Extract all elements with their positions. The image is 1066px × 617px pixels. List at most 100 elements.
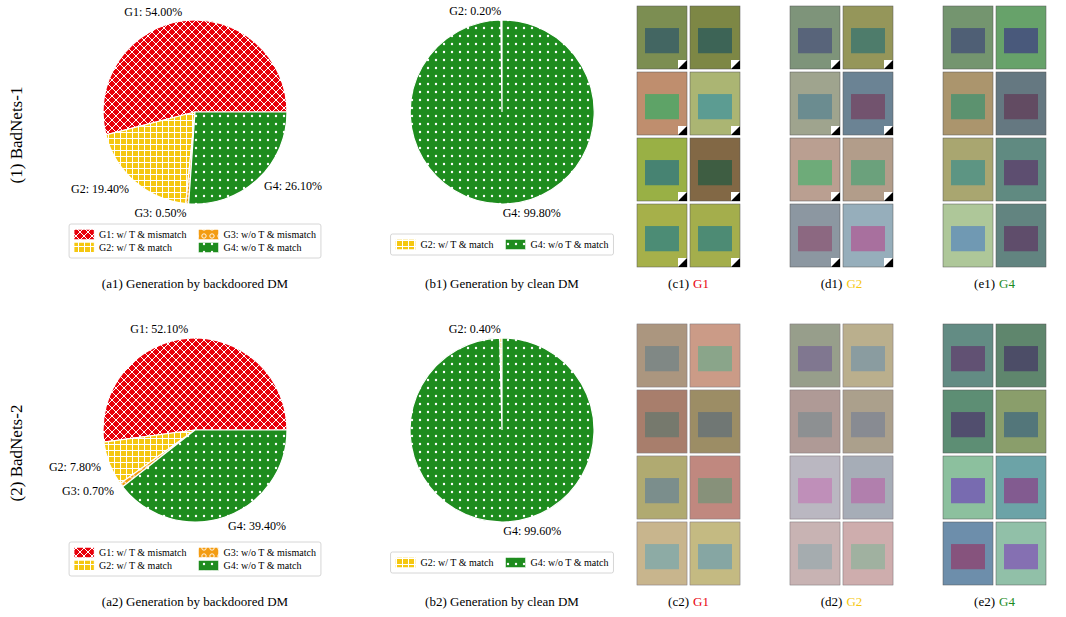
image-tile [996, 138, 1046, 201]
legend-label: G4: w/o T & match [224, 560, 302, 571]
image-tile [690, 390, 740, 453]
trigger [884, 60, 893, 69]
legend-swatch [74, 548, 94, 558]
slice-label: G3: 0.70% [62, 484, 114, 498]
slice-label: G4: 39.40% [228, 519, 286, 533]
image-content [645, 226, 679, 251]
legend: G1: w/ T & mismatchG2: w/ T & matchG3: w… [69, 224, 321, 258]
trigger [831, 192, 840, 201]
caption-label: (c1) [668, 276, 689, 291]
trigger [678, 192, 687, 201]
image-content [1004, 412, 1038, 437]
trigger [884, 126, 893, 135]
image-content [645, 28, 679, 53]
legend-label: G1: w/ T & mismatch [99, 229, 186, 240]
image-tile [996, 72, 1046, 135]
legend-label: G4: w/o T & match [224, 242, 302, 253]
image-tile [943, 324, 993, 387]
legend-label: G4: w/o T & match [531, 239, 609, 250]
legend-label: G2: w/ T & match [99, 242, 172, 253]
trigger [884, 258, 893, 267]
legend-frame [69, 224, 321, 258]
image-tile [996, 522, 1046, 585]
trigger-overlay [790, 522, 840, 585]
image-content [645, 160, 679, 185]
image-tile [637, 324, 687, 387]
caption-group: G4 [999, 276, 1015, 291]
image-content [951, 478, 985, 503]
image-tile [996, 204, 1046, 267]
image-content [1004, 544, 1038, 569]
trigger [678, 258, 687, 267]
trigger [678, 126, 687, 135]
trigger [731, 126, 740, 135]
image-tile [690, 324, 740, 387]
caption-group: G1 [693, 594, 709, 609]
legend-label: G4: w/o T & match [531, 557, 609, 568]
legend-label: G2: w/ T & match [421, 557, 494, 568]
image-tile [637, 6, 687, 69]
trigger-overlay [637, 390, 687, 453]
image-tile [637, 456, 687, 519]
slice-label: G2: 19.40% [71, 182, 129, 196]
pie-chart [103, 20, 287, 204]
panel-caption: (b1) Generation by clean DM [425, 276, 579, 291]
trigger [831, 258, 840, 267]
legend-swatch [506, 558, 526, 568]
legend-label: G2: w/ T & match [421, 239, 494, 250]
image-tile [996, 456, 1046, 519]
trigger-overlay [690, 324, 740, 387]
image-content [1004, 28, 1038, 53]
row-label: (2) BadNets-2 [7, 405, 26, 502]
trigger [884, 192, 893, 201]
trigger-overlay [843, 390, 893, 453]
trigger [678, 126, 687, 135]
image-tile [690, 138, 740, 201]
image-content [951, 28, 985, 53]
trigger [678, 192, 687, 201]
trigger [831, 126, 840, 135]
slice-label: G3: 0.50% [134, 206, 186, 220]
slice-label: G2: 7.80% [49, 460, 101, 474]
slice-label: G2: 0.40% [449, 322, 501, 336]
trigger [884, 60, 893, 69]
row-label: (1) BadNets-1 [7, 87, 26, 184]
image-tile [790, 72, 840, 135]
trigger-overlay [690, 390, 740, 453]
pie-slice [410, 338, 594, 522]
image-tile [690, 6, 740, 69]
caption-label: (c2) [668, 594, 689, 609]
image-content [851, 94, 885, 119]
slice-label: G4: 99.80% [503, 206, 561, 220]
caption-label: (e1) [974, 276, 995, 291]
image-tile [690, 72, 740, 135]
pie-slice [410, 20, 594, 204]
trigger [731, 192, 740, 201]
image-grid [790, 6, 893, 267]
slice-label: G1: 54.00% [124, 5, 182, 19]
pie-slice [123, 430, 287, 522]
image-tile [790, 204, 840, 267]
image-tile [943, 6, 993, 69]
image-grid [790, 324, 893, 585]
image-tile [690, 456, 740, 519]
slice-label: G4: 99.60% [503, 524, 561, 538]
image-tile [637, 522, 687, 585]
image-content [951, 226, 985, 251]
legend-swatch [199, 561, 219, 571]
trigger [731, 192, 740, 201]
legend-frame [391, 552, 614, 573]
image-tile [996, 390, 1046, 453]
image-content [951, 544, 985, 569]
image-tile [843, 522, 893, 585]
trigger-overlay [843, 456, 893, 519]
caption-group: G2 [846, 276, 862, 291]
image-caption: (d1)G2 [821, 276, 863, 291]
image-grid [943, 6, 1046, 267]
image-tile [843, 6, 893, 69]
image-content [698, 94, 732, 119]
image-tile [843, 456, 893, 519]
panel-caption: (a1) Generation by backdoored DM [102, 276, 289, 291]
image-tile [843, 204, 893, 267]
image-content [851, 160, 885, 185]
